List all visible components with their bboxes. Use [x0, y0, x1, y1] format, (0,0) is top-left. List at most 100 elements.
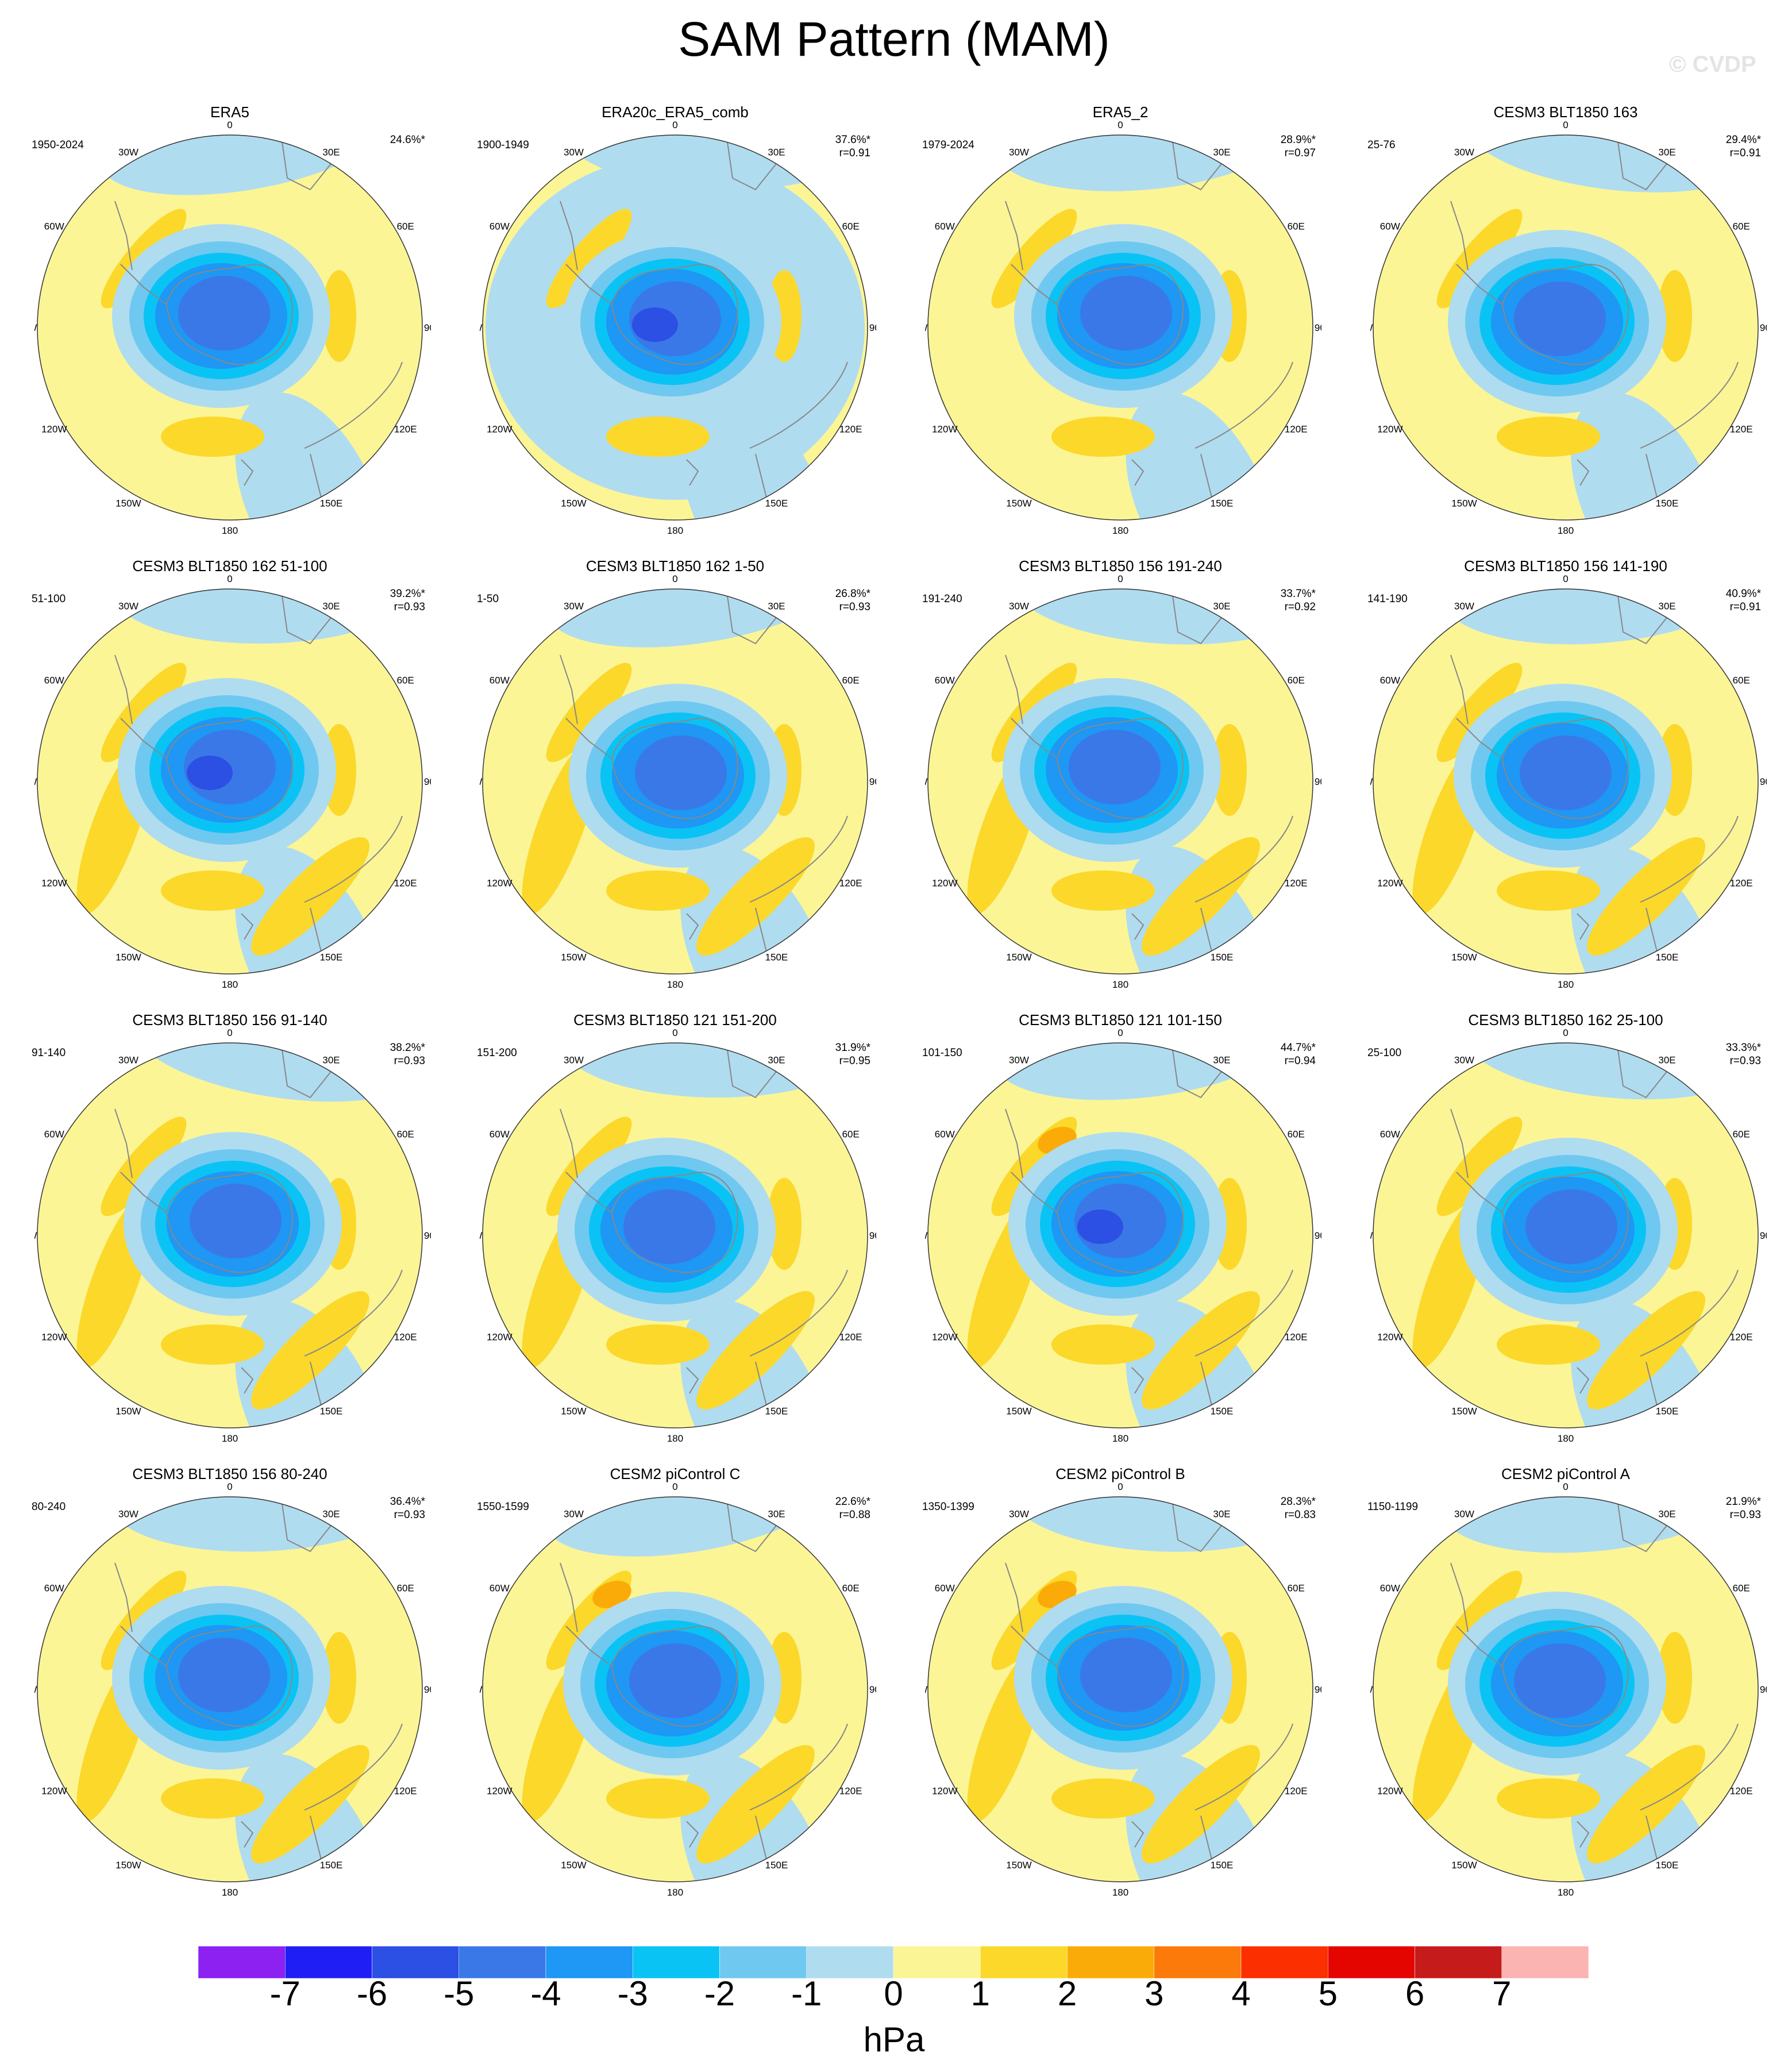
negative-anomaly-core [1080, 1638, 1172, 1712]
negative-anomaly-core [1069, 730, 1161, 804]
panel-title: CESM3 BLT1850 162 51-100 [132, 557, 327, 575]
longitude-label: 60W [490, 1129, 510, 1140]
longitude-label: 60W [935, 675, 955, 686]
longitude-label: 30E [1213, 1054, 1230, 1065]
longitude-label: 180 [222, 1887, 238, 1898]
longitude-label: 90W [1370, 1230, 1373, 1241]
map-panel: CESM3 BLT1850 156 141-190 141-190 40.9%* r=… [1344, 557, 1787, 1023]
longitude-label: 120E [1730, 1786, 1753, 1797]
panel-title: CESM2 piControl A [1501, 1465, 1630, 1482]
positive-anomaly-lobe [1436, 663, 1523, 762]
strong-positive-core [592, 1581, 631, 1608]
longitude-label: 120W [1377, 424, 1402, 435]
longitude-label: 60E [1288, 675, 1305, 686]
longitude-label: 30W [564, 1508, 584, 1519]
panel-stats: 28.9%* r=0.97 [1258, 133, 1316, 160]
positive-anomaly-lobe [1142, 837, 1260, 956]
colorbar-tick-label: -4 [530, 1974, 561, 2013]
coastlines [1450, 1045, 1739, 1426]
longitude-label: 180 [667, 1433, 683, 1444]
anomaly-field [1373, 1497, 1758, 1882]
pattern-correlation: r=0.93 [394, 1509, 425, 1521]
anomaly-field [1373, 1043, 1758, 1428]
map-panel: CESM2 piControl C 1550-1599 22.6%* r=0.88 0 3… [454, 1465, 896, 1931]
longitude-label: 150E [1656, 952, 1679, 963]
panel-years: 1550-1599 [477, 1501, 529, 1513]
positive-anomaly-lobe [1658, 270, 1692, 362]
pattern-correlation: r=0.93 [394, 1055, 425, 1067]
panel-years: 1950-2024 [32, 139, 84, 151]
longitude-label: 60E [397, 1583, 414, 1594]
panel-years: 1-50 [477, 593, 499, 605]
negative-anomaly-band [1571, 392, 1721, 520]
colorbar-swatch [806, 1946, 894, 1978]
negative-anomaly-core [1514, 282, 1606, 356]
negative-anomaly-core [190, 1184, 282, 1258]
coastlines [1005, 1499, 1293, 1880]
longitude-label: 120W [487, 1332, 512, 1343]
longitude-label: 60W [1380, 675, 1400, 686]
negative-anomaly-core [178, 276, 270, 351]
longitude-label: 60E [397, 675, 414, 686]
longitude-label: 60W [935, 1129, 955, 1140]
longitude-label: 180 [1112, 1887, 1128, 1898]
longitude-label: 60W [1380, 221, 1400, 232]
colorbar-swatch [1240, 1946, 1328, 1978]
longitude-label: 90W [480, 1230, 482, 1241]
longitude-label: 120E [1730, 1332, 1753, 1343]
longitude-label: 0 [227, 121, 232, 130]
longitude-label: 120W [932, 424, 957, 435]
longitude-label: 60W [44, 1129, 64, 1140]
longitude-label: 90W [34, 322, 37, 333]
polar-map: 0 30E 60E 90E 120E 150E 180 150W 120W 90W 60W 30W [1370, 575, 1767, 990]
positive-anomaly-lobe [546, 209, 632, 309]
longitude-label: 30W [1454, 1508, 1474, 1519]
panel-stats: 37.6%* r=0.91 [813, 133, 870, 160]
colorbar-tick-label: 0 [884, 1974, 903, 2013]
longitude-label: 90E [869, 776, 876, 787]
longitude-label: 90W [1370, 322, 1373, 333]
longitude-label: 180 [1112, 1433, 1128, 1444]
anomaly-field [928, 1497, 1313, 1882]
positive-anomaly-lobe [767, 1178, 801, 1270]
negative-anomaly-core [623, 1189, 715, 1264]
negative-anomaly-band [235, 846, 386, 974]
longitude-label: 120E [839, 878, 862, 889]
map-panel: CESM3 BLT1850 121 101-150 101-150 44.7%* r=… [899, 1011, 1342, 1477]
longitude-label: 60W [44, 221, 64, 232]
map-boundary [482, 1042, 868, 1428]
polar-map: 0 30E 60E 90E 120E 150E 180 150W 120W 90W 60W 30W [925, 575, 1321, 990]
negative-anomaly-band [680, 1300, 831, 1428]
longitude-label: 60E [842, 221, 860, 232]
longitude-label: 0 [1563, 121, 1568, 130]
panel-stats: 38.2%* r=0.93 [368, 1041, 425, 1068]
pattern-correlation: r=0.88 [839, 1509, 870, 1521]
pattern-correlation: r=0.93 [1729, 1509, 1761, 1521]
polar-map: 0 30E 60E 90E 120E 150E 180 150W 120W 90W 60W 30W [34, 575, 431, 990]
longitude-label: 120E [1730, 424, 1753, 435]
positive-anomaly-lobe [161, 1778, 264, 1819]
map-panel: CESM3 BLT1850 162 51-100 51-100 39.2%* r=0.… [9, 557, 451, 1023]
longitude-label: 30W [1454, 1054, 1474, 1065]
longitude-label: 30E [768, 147, 785, 157]
negative-anomaly-band [995, 1043, 1292, 1100]
longitude-label: 120E [1285, 878, 1308, 889]
colorbar-tick-label: 5 [1318, 1974, 1338, 2013]
positive-anomaly-lobe [322, 1632, 356, 1724]
map-panel: ERA5 1950-2024 24.6%* 0 30E 60E 90E 120E 150E 180… [9, 103, 451, 569]
variance-explained: 38.2%* [390, 1042, 425, 1054]
longitude-label: 60E [842, 1583, 860, 1594]
panel-years: 91-140 [32, 1047, 66, 1059]
map-boundary [1373, 134, 1759, 521]
variance-explained: 37.6%* [835, 134, 870, 146]
colorbar-tick-label: 6 [1405, 1974, 1425, 2013]
map-boundary [37, 588, 423, 975]
anomaly-field [483, 1043, 868, 1428]
longitude-label: 150E [320, 1860, 343, 1871]
longitude-label: 120E [839, 424, 862, 435]
colorbar-tick-label: 2 [1057, 1974, 1077, 2013]
longitude-label: 90E [869, 1230, 876, 1241]
longitude-label: 150E [1656, 1860, 1679, 1871]
anomaly-field [37, 1043, 422, 1428]
pattern-correlation: r=0.93 [394, 601, 425, 613]
